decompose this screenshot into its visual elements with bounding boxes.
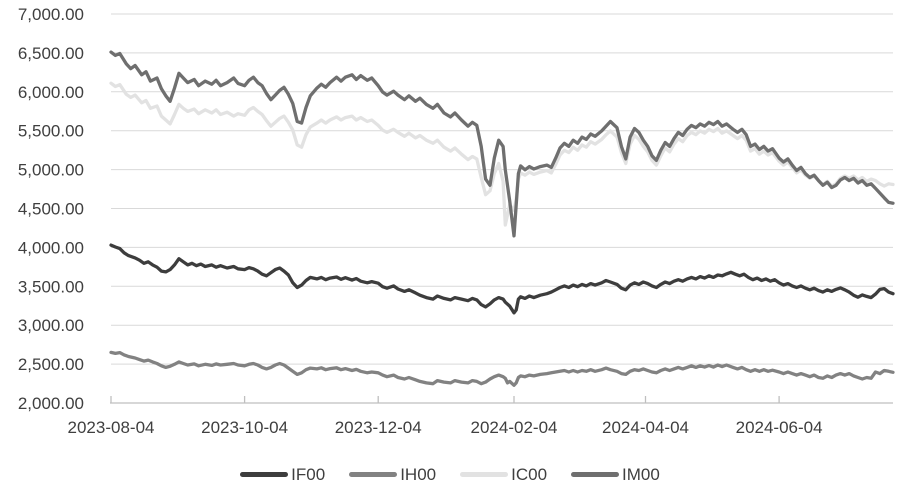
- y-axis-tick-label: 3,500.00: [18, 277, 84, 296]
- legend-item-IF00: IF00: [240, 466, 325, 483]
- y-axis-tick-label: 4,000.00: [18, 238, 84, 257]
- series-line-IH00: [109, 350, 895, 387]
- legend-label: IF00: [291, 464, 326, 484]
- y-axis-tick-label: 2,000.00: [18, 394, 84, 413]
- y-axis-tick-label: 4,500.00: [18, 200, 84, 219]
- legend-label: IH00: [400, 464, 437, 484]
- chart-legend: IF00 IH00 IC00 IM00: [0, 461, 900, 487]
- legend-item-IH00: IH00: [349, 466, 436, 483]
- y-axis-tick-label: 3,000.00: [18, 316, 84, 335]
- y-axis-tick-label: 7,000.00: [18, 5, 84, 24]
- y-axis-labels: 2,000.00 2,500.00 3,000.00 3,500.00 4,000.00…: [18, 5, 84, 413]
- y-axis-tick-label: 6,000.00: [18, 83, 84, 102]
- y-axis-tick-label: 5,500.00: [18, 122, 84, 141]
- series-line-IF00: [109, 243, 895, 315]
- x-axis-tick-label: 2024-02-04: [471, 418, 558, 437]
- x-axis-tick-label: 2023-10-04: [201, 418, 288, 437]
- x-axis-tick-label: 2024-04-04: [602, 418, 689, 437]
- x-axis-tick-label: 2023-12-04: [335, 418, 422, 437]
- x-axis-tick-label: 2023-08-04: [68, 418, 155, 437]
- legend-label: IM00: [622, 464, 660, 484]
- legend-swatch-IH00: [349, 471, 398, 477]
- legend-item-IM00: IM00: [571, 466, 660, 483]
- y-axis-tick-label: 5,000.00: [18, 161, 84, 180]
- x-axis-ticks: [110, 396, 780, 403]
- legend-swatch-IF00: [240, 471, 289, 477]
- legend-swatch-IC00: [460, 471, 509, 477]
- y-axis-tick-label: 6,500.00: [18, 44, 84, 63]
- y-axis-tick-label: 2,500.00: [18, 355, 84, 374]
- x-axis-tick-label: 2024-06-04: [736, 418, 823, 437]
- legend-label: IC00: [511, 464, 548, 484]
- legend-item-IC00: IC00: [460, 466, 547, 483]
- legend-swatch-IM00: [571, 471, 620, 477]
- x-axis-labels: 2023-08-04 2023-10-04 2023-12-04 2024-02-04…: [68, 418, 823, 437]
- gridlines: [111, 13, 893, 365]
- series-line-IM00: [109, 50, 895, 238]
